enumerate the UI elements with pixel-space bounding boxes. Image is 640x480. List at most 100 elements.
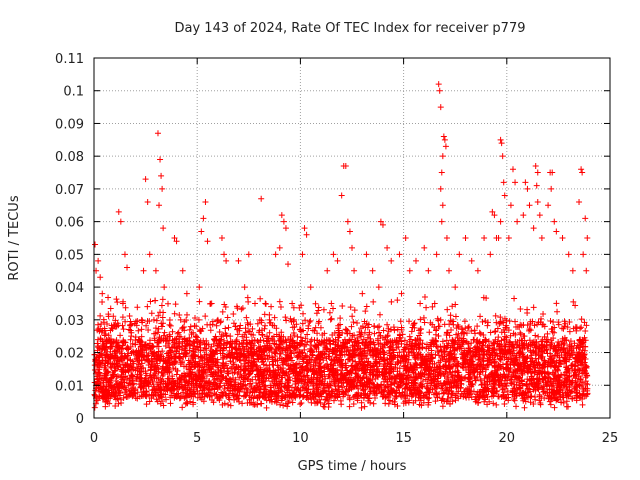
data-point xyxy=(190,329,197,336)
data-point xyxy=(421,355,428,362)
data-point xyxy=(519,369,526,376)
data-point xyxy=(582,328,589,335)
data-point xyxy=(135,347,142,354)
data-point xyxy=(323,355,330,362)
data-point xyxy=(254,337,261,344)
data-point xyxy=(255,339,262,346)
data-point xyxy=(460,335,467,342)
data-point xyxy=(371,322,378,329)
data-point xyxy=(211,336,218,343)
data-point xyxy=(435,317,442,324)
data-point xyxy=(280,367,287,374)
data-point xyxy=(235,381,242,388)
data-point xyxy=(358,404,365,411)
data-point xyxy=(485,387,492,394)
data-point xyxy=(290,318,297,325)
data-point xyxy=(381,336,388,343)
data-point xyxy=(527,348,534,355)
data-point xyxy=(286,398,293,405)
data-point xyxy=(426,329,433,336)
data-point xyxy=(234,331,241,338)
data-point xyxy=(549,389,556,396)
data-point xyxy=(337,351,344,358)
data-point xyxy=(417,326,424,333)
data-point xyxy=(276,337,283,344)
data-point xyxy=(420,314,427,321)
data-point xyxy=(503,360,510,367)
data-point xyxy=(280,345,287,352)
data-point xyxy=(202,366,209,373)
data-point xyxy=(568,351,575,358)
data-point xyxy=(480,386,487,393)
data-point xyxy=(500,393,507,400)
data-point xyxy=(231,385,238,392)
data-point xyxy=(364,392,371,399)
data-point xyxy=(398,379,405,386)
data-point xyxy=(583,322,590,329)
data-point xyxy=(571,367,578,374)
data-point xyxy=(346,396,353,403)
data-point xyxy=(174,383,181,390)
data-point xyxy=(498,348,505,355)
data-point xyxy=(297,334,304,341)
data-point xyxy=(253,350,260,357)
data-point xyxy=(353,371,360,378)
data-point xyxy=(384,378,391,385)
data-point xyxy=(298,378,305,385)
data-point xyxy=(412,341,419,348)
data-point xyxy=(482,317,489,324)
data-point xyxy=(467,357,474,364)
data-point xyxy=(266,344,273,351)
data-point xyxy=(138,333,145,340)
data-point xyxy=(442,362,449,369)
data-point xyxy=(297,349,304,356)
data-point xyxy=(449,373,456,380)
data-point xyxy=(251,385,258,392)
data-point xyxy=(396,373,403,380)
data-point xyxy=(100,379,107,386)
data-point xyxy=(391,327,398,334)
data-point xyxy=(463,330,470,337)
data-point xyxy=(173,371,180,378)
data-point xyxy=(173,336,180,343)
data-point xyxy=(280,402,287,409)
data-point xyxy=(237,322,244,329)
data-point xyxy=(356,328,363,335)
data-point xyxy=(403,375,410,382)
data-point xyxy=(297,401,304,408)
data-point xyxy=(511,295,518,302)
data-point xyxy=(284,346,291,353)
data-point xyxy=(497,319,504,326)
data-point xyxy=(556,374,563,380)
data-point xyxy=(548,337,555,344)
data-point xyxy=(406,318,413,325)
data-point xyxy=(516,360,523,367)
data-point xyxy=(259,331,266,338)
data-point xyxy=(466,360,473,367)
data-point xyxy=(249,359,256,366)
data-point xyxy=(183,363,190,370)
data-point xyxy=(355,360,362,367)
data-point xyxy=(210,349,217,356)
data-point xyxy=(283,317,290,324)
data-point xyxy=(136,393,143,400)
data-point xyxy=(216,328,223,335)
data-point xyxy=(283,339,290,346)
data-point xyxy=(362,308,369,315)
data-point xyxy=(256,383,263,390)
data-point xyxy=(482,365,489,372)
data-point xyxy=(508,380,515,387)
data-point xyxy=(235,387,242,394)
data-point xyxy=(273,341,280,348)
data-point xyxy=(444,344,451,351)
data-point xyxy=(155,392,162,399)
data-point xyxy=(195,316,202,323)
data-point xyxy=(574,358,581,365)
data-point xyxy=(361,329,368,336)
data-point xyxy=(155,379,162,386)
data-point xyxy=(554,342,561,349)
data-point xyxy=(397,382,404,389)
data-point xyxy=(313,385,320,392)
data-point xyxy=(278,329,285,336)
data-point xyxy=(463,367,470,374)
